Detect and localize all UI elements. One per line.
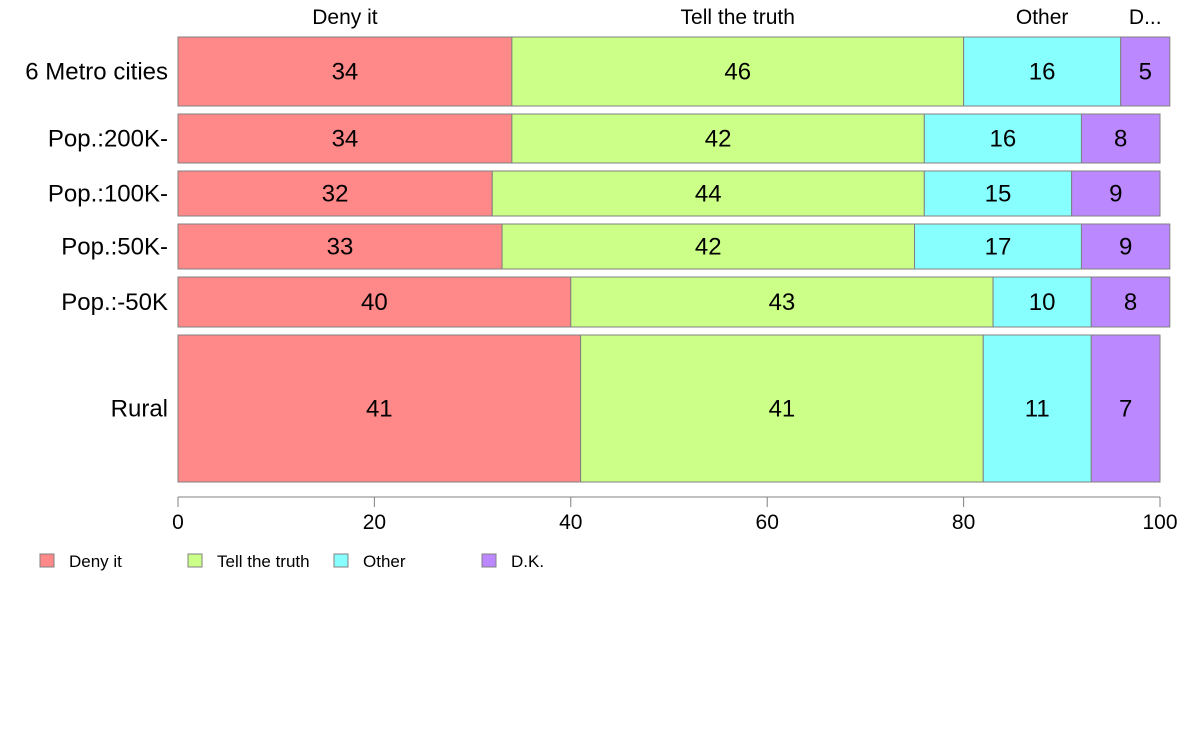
data-label: 42 [695, 234, 722, 261]
legend-swatch [481, 553, 497, 568]
data-label: 44 [695, 181, 722, 208]
column-headers: Deny it Tell the truth Other D... [312, 6, 1161, 29]
legend: Deny it Tell the truth Other D.K. [39, 552, 544, 571]
x-tick-label: 80 [952, 511, 975, 534]
bar-segment [1120, 36, 1171, 107]
data-label: 32 [322, 181, 349, 208]
bars-group: 34 46 16 5 34 42 16 8 32 44 15 9 33 42 17 9 40 43 10 8 41 41 1… [177, 36, 1171, 483]
x-tick-label: 20 [363, 511, 386, 534]
data-label: 43 [769, 289, 796, 316]
bar-segment [923, 113, 1082, 164]
x-axis: 0 20 40 60 80 100 [172, 496, 1178, 534]
x-tick-label: 60 [756, 511, 779, 534]
category-label: 6 Metro cities [25, 59, 168, 86]
bar-segment [491, 170, 925, 217]
data-label: 46 [724, 59, 751, 86]
data-label: 9 [1119, 234, 1132, 261]
x-tick-label: 0 [172, 511, 184, 534]
category-labels: 6 Metro cities Pop.:200K- Pop.:100K- Pop.:5… [25, 59, 168, 423]
legend-swatch [187, 553, 203, 568]
x-tick-label: 100 [1142, 511, 1177, 534]
bar-segment [501, 223, 915, 270]
column-header: Deny it [312, 6, 378, 29]
bar-segment [982, 334, 1092, 483]
data-label: 16 [1029, 59, 1056, 86]
bar-segment [1080, 223, 1171, 270]
category-label: Pop.:200K- [48, 126, 168, 153]
data-label: 40 [361, 289, 388, 316]
bar-segment [177, 276, 572, 328]
bar-segment [580, 334, 984, 483]
data-label: 34 [332, 59, 359, 86]
data-label: 10 [1029, 289, 1056, 316]
data-label: 8 [1124, 289, 1137, 316]
data-label: 9 [1109, 181, 1122, 208]
category-label: Pop.:100K- [48, 181, 168, 208]
data-label: 5 [1139, 59, 1152, 86]
data-label: 8 [1114, 126, 1127, 153]
data-label: 34 [332, 126, 359, 153]
category-label: Pop.:-50K [61, 289, 168, 316]
column-header: Tell the truth [681, 6, 795, 29]
data-label: 42 [705, 126, 732, 153]
column-header: D... [1129, 6, 1162, 29]
bar-segment [1090, 276, 1171, 328]
bar-segment [177, 36, 513, 107]
data-label: 33 [327, 234, 354, 261]
legend-label: Deny it [69, 552, 122, 571]
bar-segment [177, 334, 582, 483]
data-label: 7 [1119, 396, 1132, 423]
data-label: 41 [769, 396, 796, 423]
column-header: Other [1016, 6, 1069, 29]
data-label: 41 [366, 396, 393, 423]
bar-segment [511, 113, 925, 164]
bar-segment [511, 36, 965, 107]
category-label: Rural [111, 396, 168, 423]
legend-swatch [333, 553, 349, 568]
bar-segment [992, 276, 1092, 328]
data-label: 15 [985, 181, 1012, 208]
category-label: Pop.:50K- [61, 234, 168, 261]
bar-segment [1080, 113, 1161, 164]
legend-swatch [39, 553, 55, 568]
bar-segment [177, 113, 513, 164]
data-label: 17 [985, 234, 1012, 261]
legend-label: D.K. [511, 552, 544, 571]
bar-segment [1071, 170, 1161, 217]
bar-segment [1090, 334, 1161, 483]
data-label: 11 [1025, 396, 1050, 423]
bar-segment [177, 170, 493, 217]
bar-segment [963, 36, 1122, 107]
legend-label: Tell the truth [217, 552, 310, 571]
bar-segment [177, 223, 503, 270]
data-label: 16 [990, 126, 1017, 153]
legend-label: Other [363, 552, 406, 571]
x-tick-label: 40 [559, 511, 582, 534]
bar-segment [570, 276, 994, 328]
